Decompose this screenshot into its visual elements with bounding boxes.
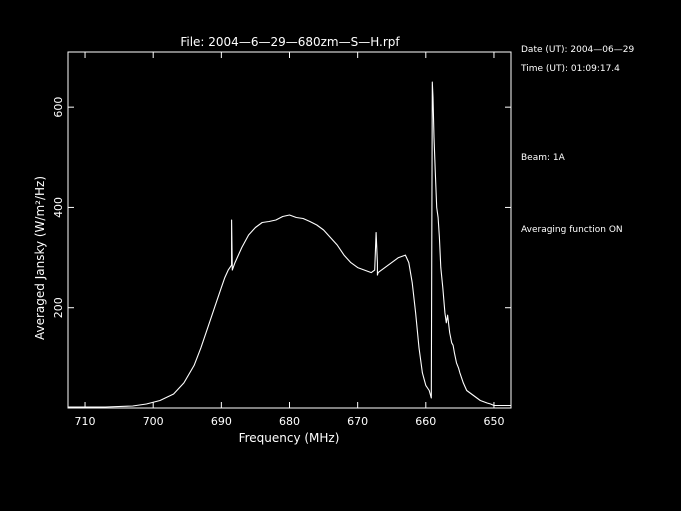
y-axis-ticks: 200 400 600 [52,97,511,318]
y-tick-label: 400 [52,197,65,218]
chart-title: File: 2004—6—29—680zm—S—H.rpf [180,35,400,49]
x-tick-label: 680 [279,415,300,428]
plot-frame [67,51,512,409]
x-tick-label: 700 [143,415,164,428]
series-line [68,81,511,408]
x-axis-ticks: 710 700 690 680 670 660 650 [75,52,504,428]
averaging-label: Averaging function ON [521,225,623,235]
beam-label: Beam: 1A [521,153,565,163]
x-tick-label: 670 [347,415,368,428]
x-tick-label: 710 [75,415,96,428]
y-tick-label: 200 [52,297,65,318]
x-tick-label: 690 [211,415,232,428]
x-tick-label: 650 [483,415,504,428]
x-axis-label: Frequency (MHz) [239,431,340,445]
x-tick-label: 660 [415,415,436,428]
y-axis-label: Averaged Jansky (W/m²/Hz) [33,176,47,340]
date-label: Date (UT): 2004—06—29 [521,45,635,55]
y-tick-label: 600 [52,97,65,118]
time-label: Time (UT): 01:09:17.4 [521,64,620,74]
